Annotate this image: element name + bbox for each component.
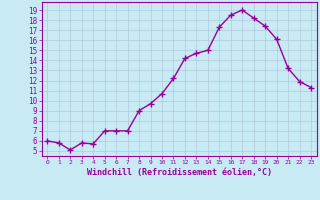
- X-axis label: Windchill (Refroidissement éolien,°C): Windchill (Refroidissement éolien,°C): [87, 168, 272, 177]
